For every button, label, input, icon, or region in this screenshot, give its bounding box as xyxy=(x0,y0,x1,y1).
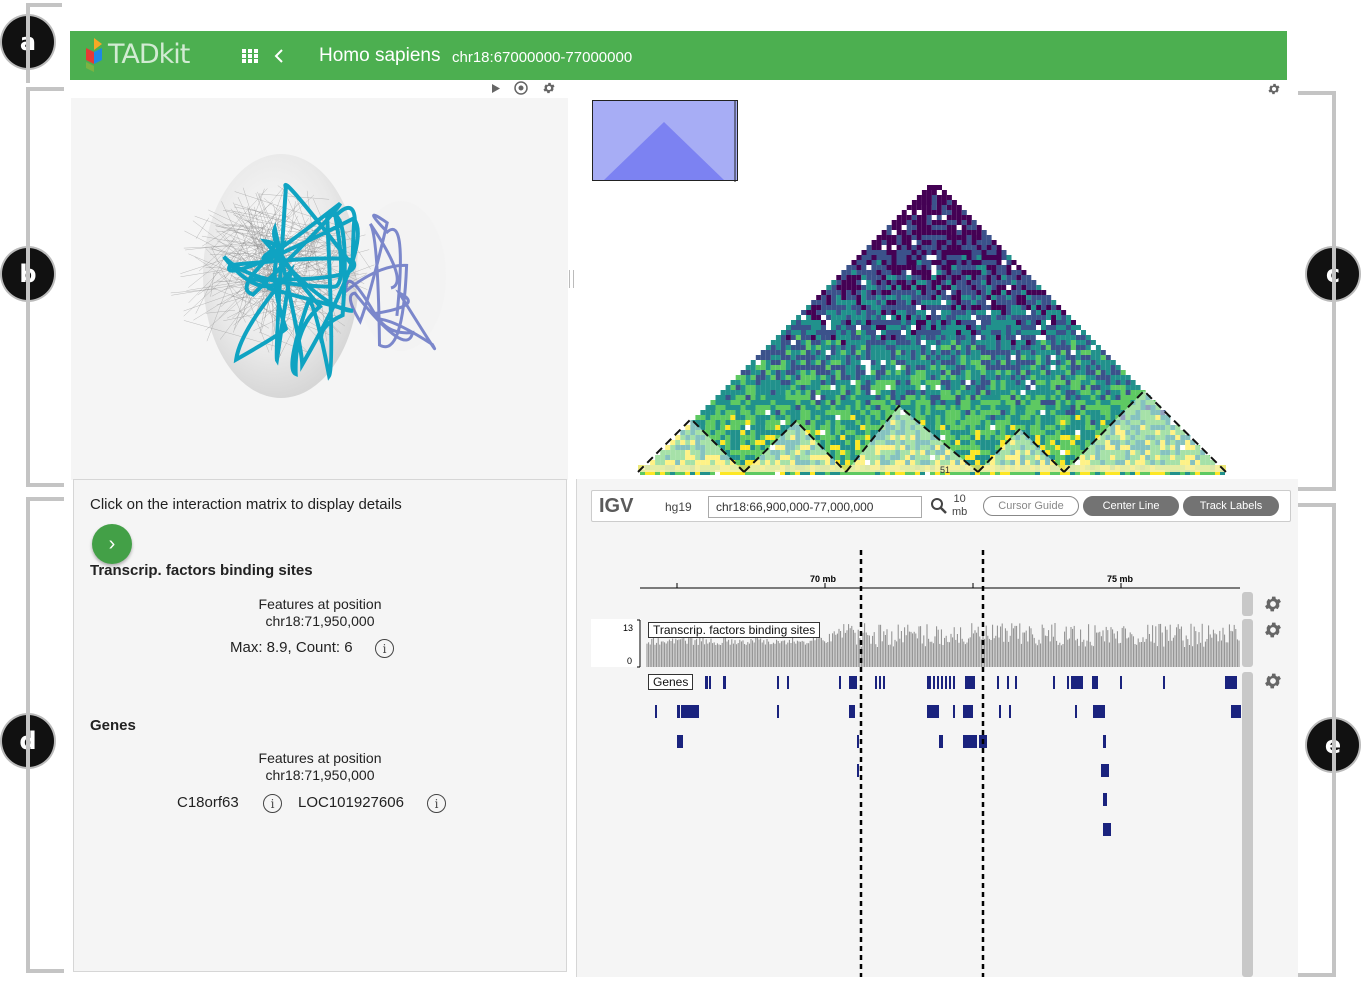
genes-features-label: Features at position xyxy=(258,750,382,766)
window-size-unit: mb xyxy=(952,506,968,518)
tf-scale-min: 0 xyxy=(627,656,632,666)
matrix-bottom-label: 51 xyxy=(940,465,950,475)
tf-stats: Max: 8.9, Count: 6 xyxy=(230,639,353,656)
scrollbar[interactable] xyxy=(1242,619,1253,667)
gear-icon[interactable] xyxy=(542,81,556,95)
bracket-d xyxy=(26,497,64,973)
tf-features-label: Features at position xyxy=(258,596,382,612)
chevron-right-icon: › xyxy=(108,532,116,555)
igv-tracks[interactable]: 70 mb 75 mb 13 0 xyxy=(577,479,1299,977)
chromatin-3d-model[interactable] xyxy=(71,98,568,478)
info-icon[interactable]: i xyxy=(375,639,394,658)
apps-grid-icon[interactable] xyxy=(242,49,258,63)
bracket-e xyxy=(1298,503,1336,977)
genes-track[interactable] xyxy=(655,676,1241,836)
interaction-matrix-heatmap[interactable]: 51 xyxy=(576,80,1287,480)
gear-icon[interactable] xyxy=(1263,620,1283,640)
track-labels-button[interactable]: Track Labels xyxy=(1183,496,1279,516)
igv-navbar: IGV hg19 10 mb Cursor Guide Center Line … xyxy=(591,490,1291,522)
panel-3d-toolbar xyxy=(71,80,568,98)
center-line-button[interactable]: Center Line xyxy=(1083,496,1179,516)
window-size-readout: 10 mb xyxy=(952,493,967,519)
bracket-b xyxy=(26,87,64,487)
gear-icon[interactable] xyxy=(1267,82,1281,96)
gene-name: LOC101927606 xyxy=(298,794,404,811)
bracket-c xyxy=(1298,91,1336,491)
cursor-guide-button[interactable]: Cursor Guide xyxy=(983,496,1079,516)
ruler-tick-label: 70 mb xyxy=(810,574,837,584)
window-size-value: 10 xyxy=(953,493,966,505)
tf-section-title: Transcrip. factors binding sites xyxy=(90,562,313,579)
matrix-overview-minimap[interactable] xyxy=(592,100,738,182)
chevron-left-icon[interactable] xyxy=(274,48,284,64)
genome-label: hg19 xyxy=(665,500,692,514)
tadkit-logo-icon xyxy=(86,38,102,72)
tf-position: chr18:71,950,000 xyxy=(265,613,375,629)
brand-name: TADkit xyxy=(108,39,190,70)
scrollbar[interactable] xyxy=(1242,672,1253,977)
next-button[interactable]: › xyxy=(92,524,132,564)
info-icon[interactable]: i xyxy=(427,794,446,813)
genes-track-label: Genes xyxy=(648,674,694,690)
genes-position: chr18:71,950,000 xyxy=(265,767,375,783)
igv-logo: IGV xyxy=(599,495,634,517)
page-title-region: chr18:67000000-77000000 xyxy=(452,49,633,66)
locus-search-input[interactable] xyxy=(708,496,922,518)
gear-icon[interactable] xyxy=(1263,671,1283,691)
ruler-tick-label: 75 mb xyxy=(1107,574,1134,584)
target-icon[interactable] xyxy=(514,81,528,95)
panel-igv-browser: IGV hg19 10 mb Cursor Guide Center Line … xyxy=(576,479,1298,977)
page-title-species: Homo sapiens xyxy=(319,45,441,66)
panel-details: Click on the interaction matrix to displ… xyxy=(73,479,567,972)
tf-binding-track[interactable] xyxy=(646,623,1240,667)
scrollbar[interactable] xyxy=(1242,592,1253,616)
bracket-a xyxy=(26,3,62,83)
vertical-splitter[interactable] xyxy=(569,270,574,288)
panel-3d-model[interactable] xyxy=(71,80,568,485)
tf-scale-max: 13 xyxy=(623,623,633,633)
app-header: TADkit Homo sapiens chr18:67000000-77000… xyxy=(70,31,1287,80)
tf-track-label: Transcrip. factors binding sites xyxy=(648,622,821,638)
play-icon[interactable] xyxy=(492,84,500,93)
search-icon[interactable] xyxy=(930,497,948,515)
gene-name: C18orf63 xyxy=(177,794,239,811)
gear-icon[interactable] xyxy=(1263,594,1283,614)
info-icon[interactable]: i xyxy=(263,794,282,813)
panel-interaction-matrix[interactable]: 51 xyxy=(576,80,1287,480)
instruction-text: Click on the interaction matrix to displ… xyxy=(90,496,402,513)
genes-section-title: Genes xyxy=(90,717,136,734)
